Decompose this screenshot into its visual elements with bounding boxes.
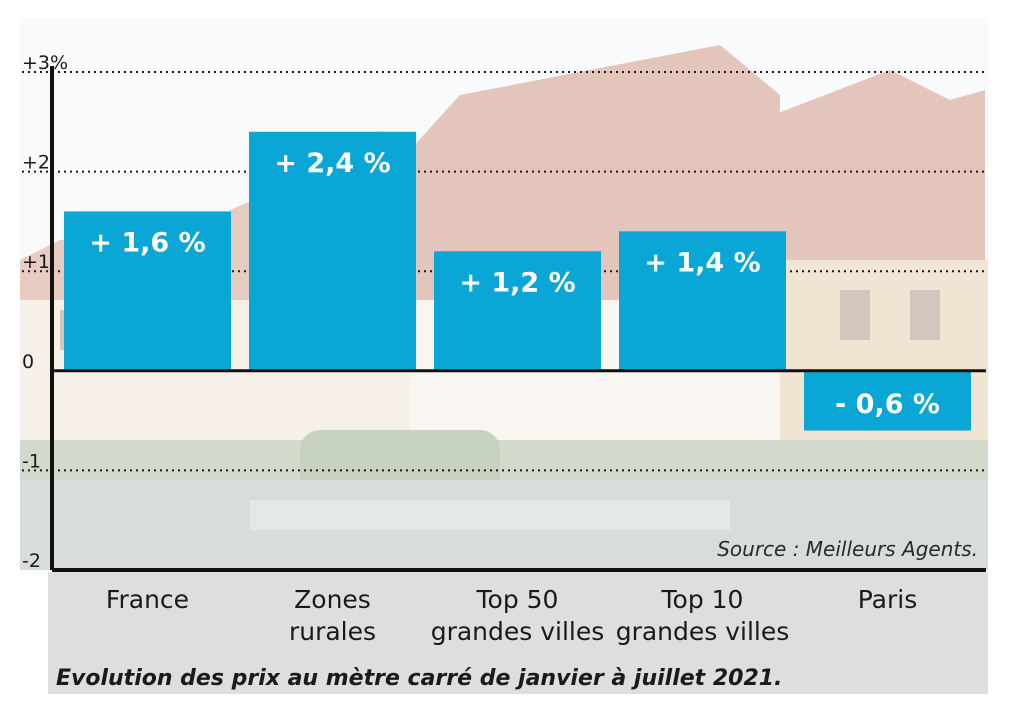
y-tick-label: -1: [22, 450, 41, 472]
bar: [804, 370, 971, 431]
y-tick-label: -2: [22, 550, 41, 572]
category-label: France: [106, 585, 189, 614]
bar-value-label: + 2,4 %: [274, 148, 390, 179]
category-label: Top 50 grandes villes: [431, 585, 605, 646]
axes: [50, 66, 986, 572]
source-note: Source : Meilleurs Agents.: [717, 537, 978, 561]
y-tick-label: 0: [22, 351, 34, 373]
bar: [619, 231, 786, 371]
bar: [64, 211, 231, 371]
bar-value-label: + 1,6 %: [89, 227, 205, 258]
bar-value-label: - 0,6 %: [835, 389, 940, 420]
y-tick-label: +3%: [22, 52, 68, 74]
category-label: Zones rurales: [289, 585, 376, 646]
bar: [434, 251, 601, 371]
category-label: Top 10 grandes villes: [616, 585, 790, 646]
y-tick-label: +2: [22, 152, 50, 174]
bars: + 1,6 % + 2,4 % + 1,2 % + 1,4 % - 0,6 %: [64, 131, 971, 431]
y-tick-label: +1: [22, 251, 50, 273]
bar-value-label: + 1,2 %: [459, 267, 575, 298]
category-labels: France Zones rurales Top 50 grandes villesTo…: [106, 585, 917, 646]
category-panel: [48, 572, 988, 694]
bar-value-label: + 1,4 %: [644, 247, 760, 278]
chart-caption: Evolution des prix au mètre carré de jan…: [56, 666, 782, 691]
y-tick-labels: +3% +2 +1 0 -1 -2: [22, 52, 68, 572]
bar: [249, 131, 416, 371]
category-label: Paris: [858, 585, 918, 614]
